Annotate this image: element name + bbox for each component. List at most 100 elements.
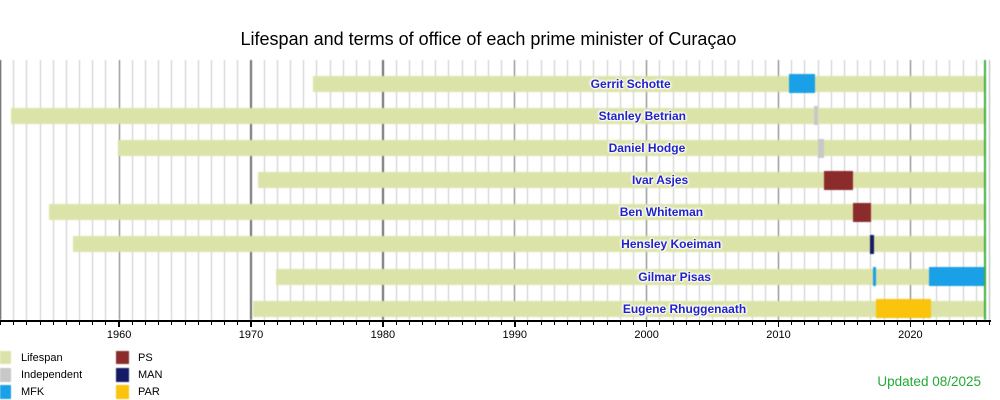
minor-tick	[672, 321, 674, 326]
minor-tick	[593, 321, 595, 326]
minor-tick	[843, 321, 845, 326]
minor-tick	[659, 321, 661, 326]
x-tick-label: 1960	[106, 328, 132, 341]
major-tick	[118, 321, 120, 328]
year-gridline	[105, 60, 107, 320]
year-gridline	[224, 60, 226, 320]
minor-tick	[619, 321, 621, 326]
major-tick	[777, 321, 780, 328]
year-gridline	[79, 60, 81, 320]
year-gridline	[698, 60, 700, 320]
minister-name: Hensley Koeiman	[621, 237, 722, 252]
minor-tick	[936, 321, 938, 326]
year-gridline	[988, 60, 991, 320]
minor-tick	[395, 321, 397, 326]
year-gridline	[158, 60, 160, 320]
legend-swatch-man	[116, 368, 129, 382]
minor-tick	[421, 321, 423, 326]
minor-tick	[553, 321, 555, 326]
year-gridline	[606, 60, 608, 320]
minister-name: Daniel Hodge	[608, 141, 686, 156]
minor-tick	[0, 321, 1, 326]
x-tick-label: 1980	[370, 328, 396, 341]
year-gridline	[804, 60, 806, 320]
year-gridline	[685, 60, 687, 320]
year-gridline	[448, 60, 450, 320]
year-gridline	[131, 60, 133, 320]
minor-tick	[989, 321, 990, 326]
year-gridline	[672, 60, 674, 320]
year-gridline	[923, 60, 925, 320]
year-gridline	[408, 60, 410, 320]
minor-tick	[975, 321, 977, 326]
minor-tick	[540, 321, 542, 326]
minor-tick	[857, 321, 859, 326]
minor-tick	[870, 321, 872, 326]
x-tick-label: 2000	[634, 328, 659, 341]
lifespan-bar	[11, 107, 985, 124]
x-tick-label: 2020	[898, 328, 923, 341]
year-gridline	[791, 60, 793, 320]
lifespan-bar	[258, 172, 985, 189]
year-gridline	[764, 60, 766, 320]
year-gridline	[39, 60, 41, 320]
year-gridline	[659, 60, 661, 320]
lifespan-bar	[252, 300, 985, 317]
minor-tick	[408, 321, 410, 326]
minor-tick	[92, 321, 94, 326]
minor-tick	[290, 321, 292, 326]
decade-gridline	[118, 60, 120, 320]
minor-tick	[474, 321, 476, 326]
minor-tick	[461, 321, 463, 326]
major-tick	[513, 321, 516, 328]
year-gridline	[487, 60, 489, 320]
lifespan-bar	[49, 204, 985, 221]
minor-tick	[158, 321, 160, 326]
year-gridline	[435, 60, 437, 320]
lifespan-bar	[72, 236, 985, 253]
minor-tick	[751, 321, 753, 326]
minor-tick	[580, 321, 582, 326]
year-gridline	[290, 60, 292, 320]
year-gridline	[145, 60, 147, 320]
major-tick	[250, 321, 252, 328]
minor-tick	[487, 321, 489, 326]
lifespan-bar	[313, 75, 985, 92]
year-gridline	[593, 60, 595, 320]
minor-tick	[342, 321, 344, 326]
minister-name: Eugene Rhuggenaath	[622, 301, 747, 316]
year-gridline	[13, 60, 15, 320]
year-gridline	[830, 60, 832, 320]
year-gridline	[817, 60, 819, 320]
minor-tick	[527, 321, 529, 326]
minor-tick	[883, 321, 885, 326]
minor-tick	[949, 321, 951, 326]
lifespan-bar	[276, 268, 985, 285]
year-gridline	[369, 60, 371, 320]
minor-tick	[39, 321, 41, 326]
minor-tick	[237, 321, 239, 326]
minor-tick	[632, 321, 634, 326]
legend-label-independent: Independent	[21, 368, 83, 381]
year-gridline	[896, 60, 898, 320]
term-bar-independent	[817, 138, 825, 158]
term-bar-par	[875, 299, 931, 319]
minor-tick	[606, 321, 608, 326]
minister-name: Stanley Betrian	[598, 108, 686, 123]
minister-name: Ivar Asjes	[631, 173, 689, 188]
minor-tick	[567, 321, 569, 326]
x-tick-label: 1990	[502, 328, 528, 341]
minor-tick	[817, 321, 819, 326]
minor-tick	[791, 321, 793, 326]
year-gridline	[751, 60, 753, 320]
minor-tick	[712, 321, 714, 326]
legend-swatch-par	[116, 385, 129, 399]
minor-tick	[52, 321, 54, 326]
minor-tick	[962, 321, 964, 326]
year-gridline	[474, 60, 476, 320]
decade-gridline	[382, 60, 384, 320]
decade-gridline	[777, 60, 780, 320]
minor-tick	[830, 321, 832, 326]
year-gridline	[276, 60, 278, 320]
